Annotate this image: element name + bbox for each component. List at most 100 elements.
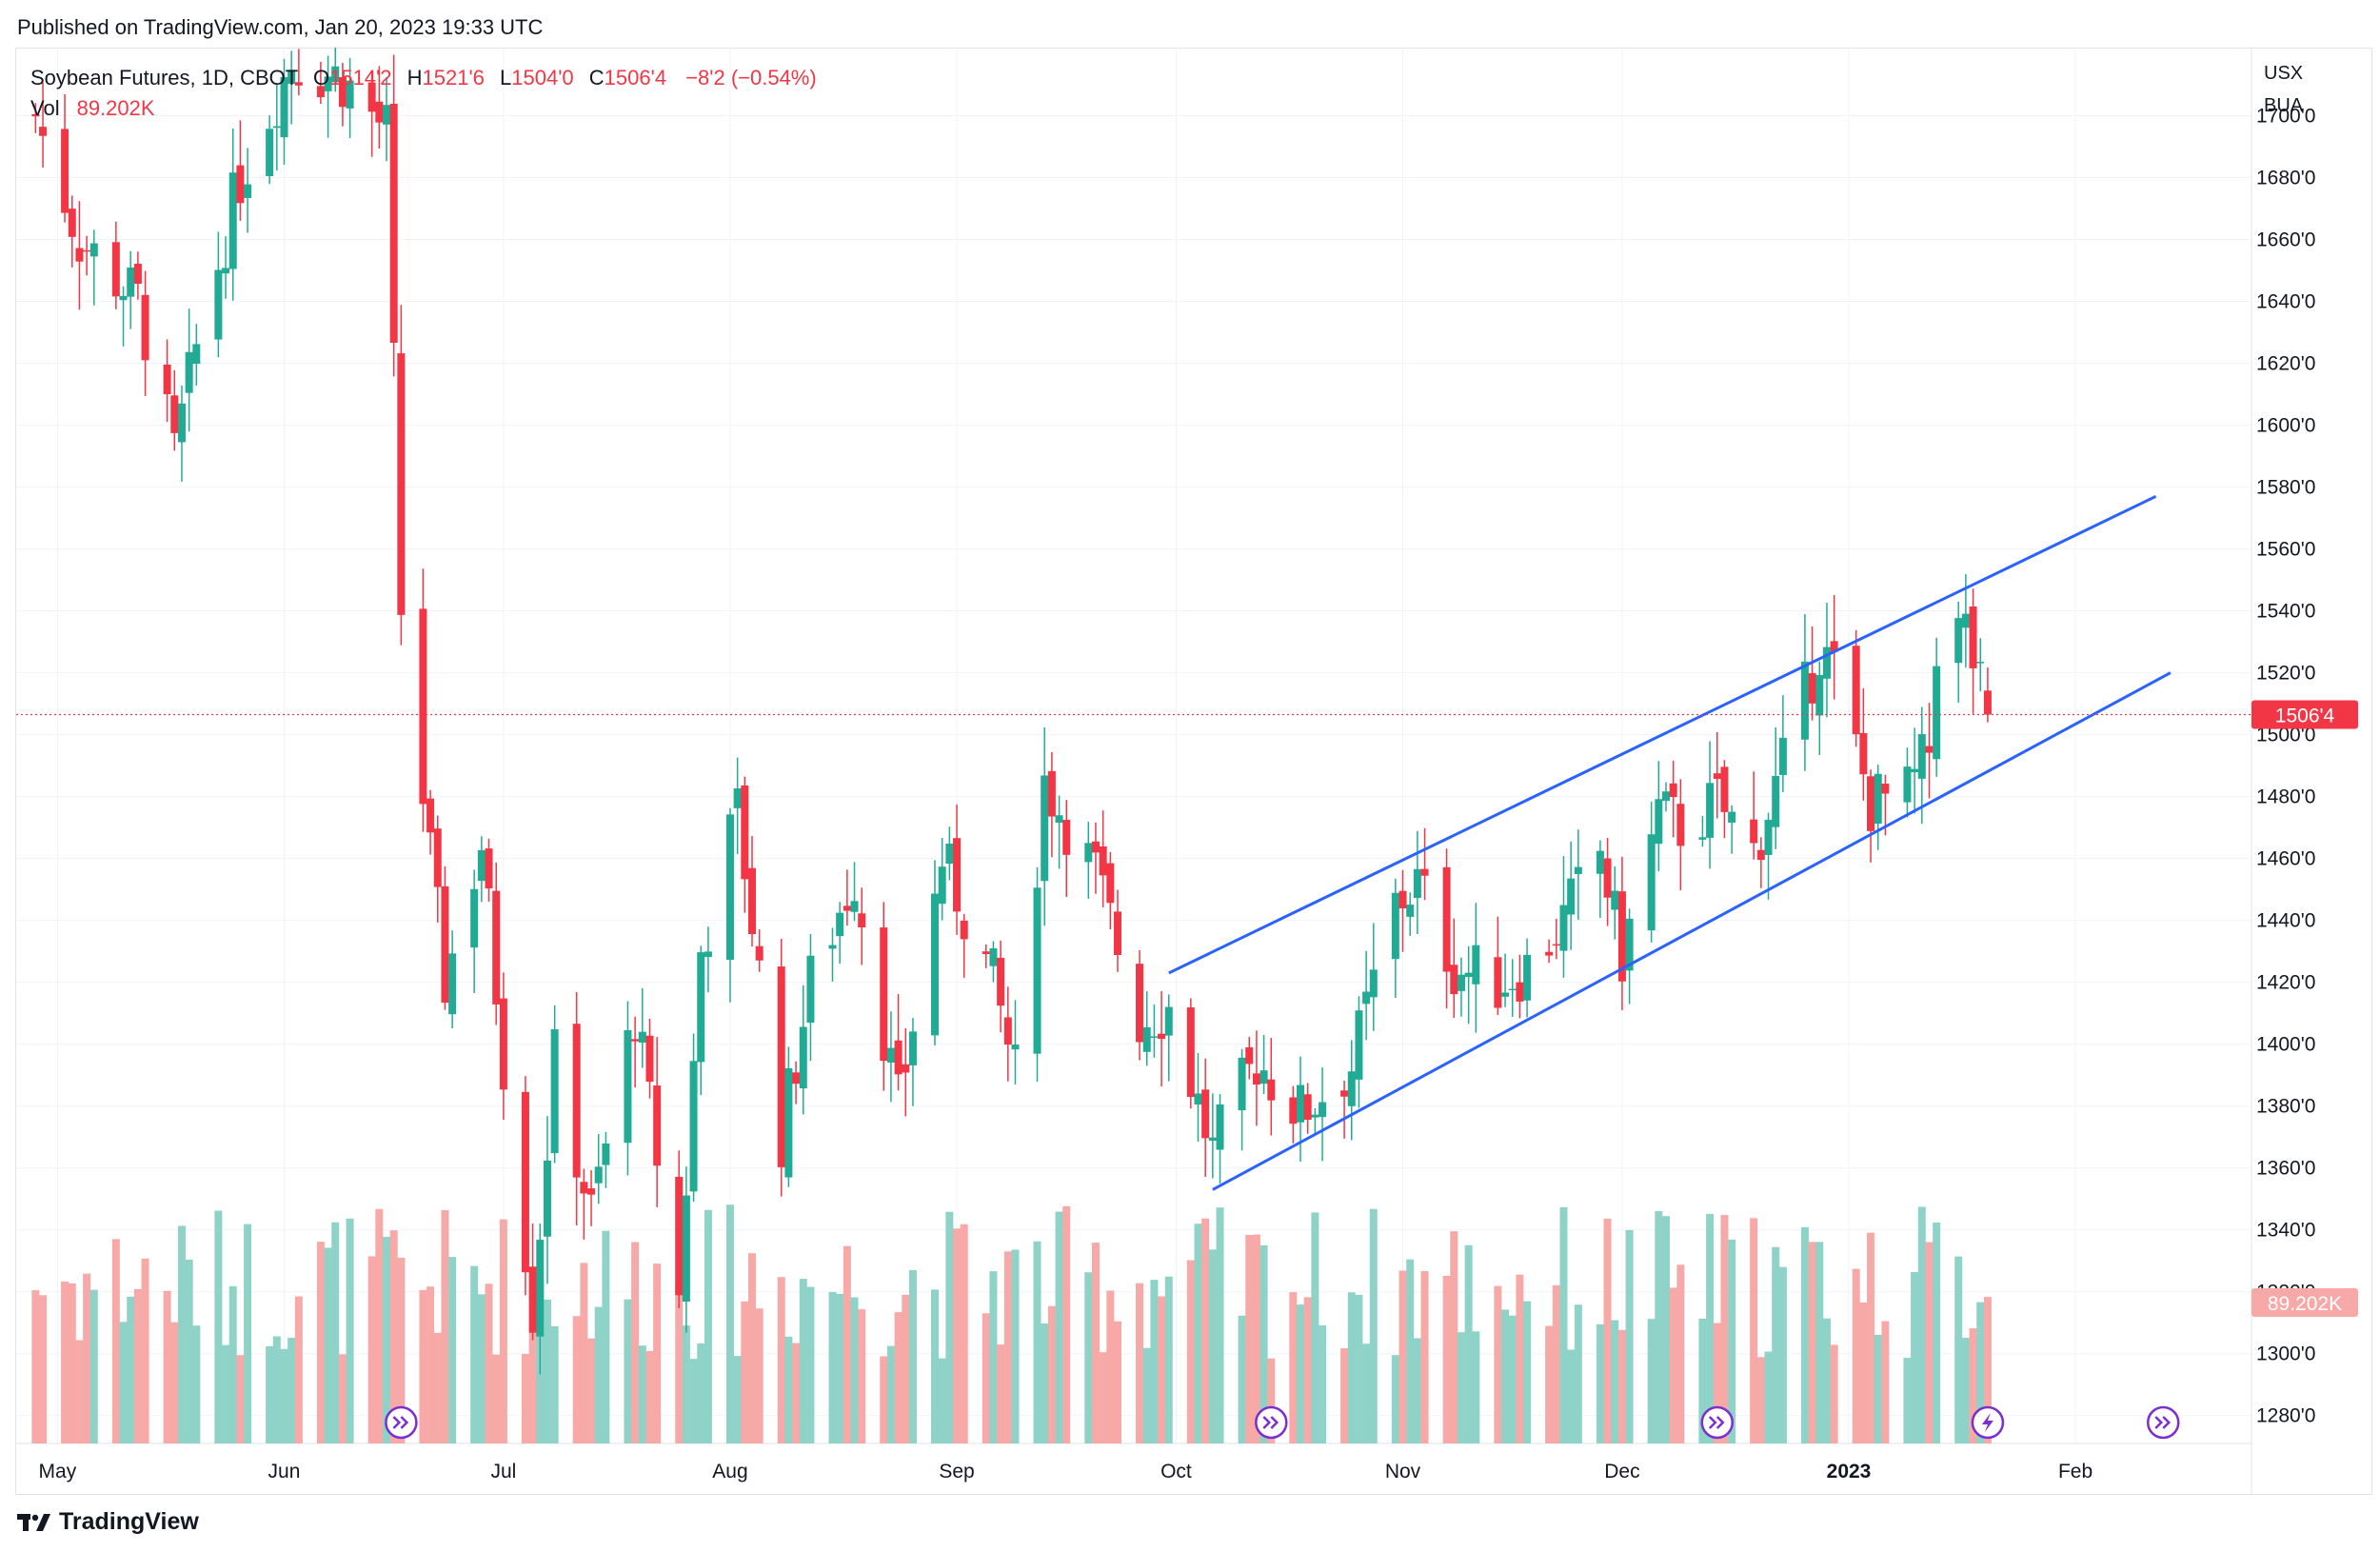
candle-body [177, 403, 186, 443]
candle-body [244, 184, 252, 198]
candle-body [725, 814, 734, 961]
volume-bar [960, 1224, 968, 1443]
dividend-marker-icon[interactable] [1700, 1405, 1735, 1440]
candle-body [228, 172, 237, 269]
volume-bar [1391, 1355, 1399, 1443]
candle-body [1961, 613, 1970, 628]
footer-brand[interactable]: TradingView [17, 1508, 199, 1536]
candle-body [75, 248, 84, 262]
candle-body [1267, 1079, 1276, 1101]
volume-bar [989, 1271, 998, 1443]
candle-body [536, 1240, 545, 1337]
time-tick-label: May [39, 1461, 77, 1482]
candle-body [682, 1195, 690, 1303]
volume-bar [485, 1283, 493, 1443]
tradingview-logo-icon [17, 1513, 50, 1531]
candle-body [689, 1061, 698, 1192]
volume-bar [316, 1242, 325, 1443]
volume-bar [725, 1204, 734, 1443]
volume-bar [631, 1242, 640, 1443]
candle-body [1750, 819, 1758, 844]
volume-bar [448, 1257, 457, 1443]
candle-body [1545, 951, 1554, 956]
dividend-marker-icon[interactable] [2146, 1405, 2180, 1440]
volume-bar [1106, 1290, 1115, 1443]
candle-body [1406, 905, 1415, 917]
candle-body [960, 920, 968, 940]
volume-bar [75, 1340, 84, 1443]
price-tick-label: 1360'0 [2256, 1158, 2315, 1180]
candle-body [1106, 863, 1115, 904]
time-tick-label: Oct [1160, 1461, 1192, 1482]
candle-body [1150, 1036, 1159, 1038]
candle-body [784, 1067, 793, 1178]
time-tick-label: Dec [1604, 1461, 1639, 1482]
candle-body [1815, 674, 1824, 716]
candle-body [288, 70, 296, 85]
volume-bar [1442, 1275, 1451, 1443]
candle-body [1084, 843, 1093, 863]
candle-body [1611, 890, 1619, 910]
volume-bar [383, 1237, 390, 1443]
candle-body [638, 1031, 646, 1044]
candle-body [1706, 783, 1715, 838]
time-tick-label: 2023 [1827, 1461, 1872, 1482]
candle-body [1778, 737, 1787, 775]
candle-body [1867, 776, 1875, 831]
volume-bar [1874, 1334, 1882, 1443]
volume-bar [1545, 1325, 1554, 1443]
volume-bar [748, 1253, 756, 1443]
double-chevron-glyph [392, 1416, 409, 1429]
volume-bar [89, 1289, 98, 1443]
volume-bar [1662, 1216, 1670, 1443]
volume-bar [1303, 1297, 1312, 1443]
candle-body [1800, 661, 1809, 740]
candle-body [1596, 850, 1604, 874]
volume-bar [828, 1291, 837, 1443]
volume-bar [1340, 1348, 1349, 1443]
currency-units[interactable]: USX BUA [2264, 57, 2303, 122]
candle-body [1319, 1102, 1327, 1118]
split-marker-icon[interactable] [1971, 1405, 2005, 1440]
candle-body [1464, 972, 1473, 978]
volume-bar [1362, 1343, 1371, 1443]
candle-body [1216, 1104, 1224, 1150]
candle-body [1003, 1017, 1012, 1045]
candle-body [1925, 746, 1934, 753]
currency-line-1: USX [2264, 63, 2304, 84]
volume-bar [836, 1293, 844, 1443]
volume-bar [543, 1299, 551, 1443]
volume-bar [1559, 1206, 1568, 1443]
dividend-marker-icon[interactable] [385, 1405, 418, 1440]
footer-brand-label: TradingView [59, 1508, 199, 1535]
volume-bar [1611, 1320, 1619, 1443]
candle-body [163, 364, 171, 395]
last-volume-label: 89.202K [2268, 1293, 2342, 1315]
candle-body [755, 945, 764, 961]
volume-bar [982, 1313, 990, 1443]
double-chevron-glyph [2154, 1416, 2172, 1429]
volume-bar [367, 1256, 376, 1443]
volume-bar [1859, 1302, 1868, 1443]
open-value: 1514'2 [329, 66, 392, 90]
candle-body [1720, 766, 1729, 812]
candle-body [1047, 770, 1056, 817]
chart-frame[interactable] [15, 48, 2372, 1495]
candle-body [272, 126, 281, 129]
candle-body [1201, 1089, 1210, 1139]
candle-body [1062, 820, 1071, 855]
dividend-marker-icon[interactable] [1255, 1405, 1288, 1440]
candle-body [1033, 887, 1041, 1054]
volume-bar [894, 1312, 902, 1443]
volume-bar [1852, 1268, 1860, 1443]
low-label: L [500, 66, 512, 90]
candle-body [1208, 1137, 1217, 1142]
volume-bar [1706, 1213, 1715, 1443]
candle-body [39, 127, 48, 136]
volume-bar [1867, 1232, 1875, 1443]
candle-body [1933, 666, 1941, 760]
candle-body [397, 353, 406, 615]
candle-body [792, 1072, 801, 1084]
last-volume-badge [2251, 1288, 2358, 1317]
